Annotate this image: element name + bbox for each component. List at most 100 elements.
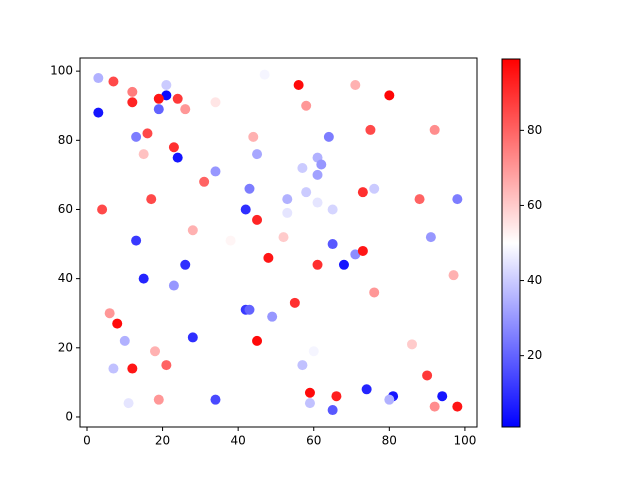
y-tick-label: 100 — [50, 64, 73, 78]
point — [153, 104, 164, 115]
point — [168, 142, 179, 153]
point — [187, 225, 198, 236]
point — [448, 270, 459, 281]
point — [210, 97, 221, 108]
point — [172, 93, 183, 104]
point — [365, 124, 376, 135]
point — [199, 176, 210, 187]
point — [327, 204, 338, 215]
point — [119, 335, 130, 346]
point — [187, 332, 198, 343]
point — [304, 398, 315, 409]
point — [252, 335, 263, 346]
point — [422, 370, 433, 381]
point — [282, 194, 293, 205]
point — [244, 183, 255, 194]
point — [406, 339, 417, 350]
point — [248, 131, 259, 142]
point — [131, 131, 142, 142]
point — [361, 384, 372, 395]
point — [263, 252, 274, 263]
point — [425, 232, 436, 243]
point — [357, 187, 368, 198]
point — [93, 107, 104, 118]
y-tick-label: 60 — [58, 202, 73, 216]
point — [312, 169, 323, 180]
point — [127, 86, 138, 97]
point — [327, 405, 338, 416]
point — [123, 187, 134, 198]
point — [127, 363, 138, 374]
point — [123, 398, 134, 409]
point — [316, 159, 327, 170]
colorbar-tick-label: 60 — [527, 198, 542, 212]
point — [429, 401, 440, 412]
x-tick-label: 60 — [306, 434, 321, 448]
point — [350, 79, 361, 90]
point — [384, 90, 395, 101]
point — [108, 76, 119, 87]
point — [225, 235, 236, 246]
point — [153, 93, 164, 104]
point — [293, 79, 304, 90]
point — [414, 194, 425, 205]
point — [153, 394, 164, 405]
point — [138, 273, 149, 284]
point — [142, 128, 153, 139]
colorbar-tick-label: 20 — [527, 348, 542, 362]
point — [452, 401, 463, 412]
point — [93, 73, 104, 84]
point — [252, 214, 263, 225]
point — [252, 149, 263, 160]
point — [180, 104, 191, 115]
point — [384, 394, 395, 405]
point — [297, 360, 308, 371]
point — [323, 131, 334, 142]
point — [240, 204, 251, 215]
point — [369, 287, 380, 298]
point — [369, 183, 380, 194]
x-tick-label: 0 — [83, 434, 91, 448]
x-tick-label: 40 — [231, 434, 246, 448]
point — [452, 194, 463, 205]
point — [301, 187, 312, 198]
point — [172, 152, 183, 163]
point — [108, 363, 119, 374]
point — [308, 346, 319, 357]
point — [278, 232, 289, 243]
point — [301, 100, 312, 111]
point — [180, 259, 191, 270]
colorbar-tick-label: 80 — [527, 123, 542, 137]
point — [429, 124, 440, 135]
colorbar — [501, 58, 521, 428]
point — [437, 391, 448, 402]
point — [168, 280, 179, 291]
y-tick-label: 20 — [58, 340, 73, 354]
point — [161, 90, 172, 101]
point — [161, 79, 172, 90]
point — [150, 346, 161, 357]
colorbar-tick-label: 40 — [527, 273, 542, 287]
x-tick-label: 100 — [453, 434, 476, 448]
axes-frame — [79, 57, 478, 428]
x-tick-label: 20 — [155, 434, 170, 448]
point — [146, 194, 157, 205]
point — [112, 318, 123, 329]
point — [97, 204, 108, 215]
point — [267, 311, 278, 322]
point — [312, 259, 323, 270]
point — [327, 239, 338, 250]
y-tick-label: 40 — [58, 271, 73, 285]
point — [104, 308, 115, 319]
point — [210, 166, 221, 177]
point — [350, 249, 361, 260]
point — [357, 245, 368, 256]
point — [304, 387, 315, 398]
point — [161, 360, 172, 371]
y-tick-label: 0 — [65, 409, 73, 423]
x-tick-label: 80 — [382, 434, 397, 448]
point — [297, 162, 308, 173]
point — [210, 394, 221, 405]
y-tick-label: 80 — [58, 133, 73, 147]
